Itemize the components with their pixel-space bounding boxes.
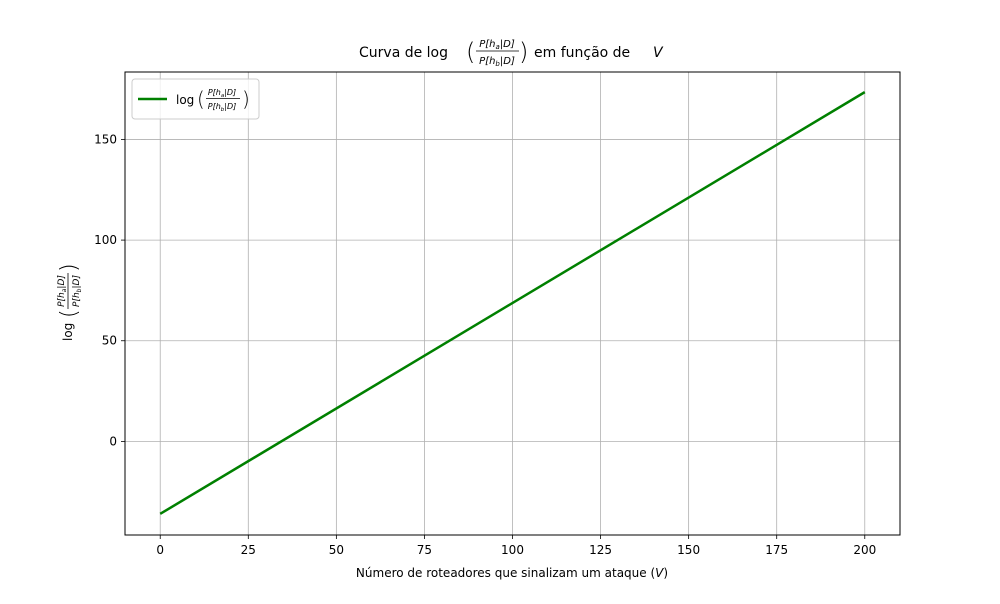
y-label-open-paren: ( xyxy=(57,309,82,318)
y-tick-label: 0 xyxy=(109,434,117,448)
x-tick-label: 50 xyxy=(329,543,344,557)
x-axis-label: Número de roteadores que sinalizam um at… xyxy=(356,566,668,580)
legend-close-paren: ) xyxy=(242,87,250,111)
series-layer xyxy=(159,91,866,515)
y-axis-ticks: 0 50 100 150 xyxy=(94,132,125,448)
y-tick-label: 150 xyxy=(94,132,117,146)
x-tick-label: 75 xyxy=(417,543,432,557)
y-label-frac-num: P[ha|D] xyxy=(57,275,68,307)
title-suffix: em função de xyxy=(534,45,630,61)
y-tick-label: 100 xyxy=(94,233,117,247)
x-tick-label: 100 xyxy=(501,543,524,557)
legend-box xyxy=(131,78,260,120)
x-tick-label: 175 xyxy=(765,543,788,557)
legend-label-prefix: log xyxy=(176,93,194,107)
title-prefix: Curva de log xyxy=(359,45,448,61)
legend-frac-num: P[ha|D] xyxy=(208,88,236,99)
y-label-close-paren: ) xyxy=(57,263,82,272)
y-axis-label: log ( P[ha|D] P[hb|D] ) xyxy=(57,263,83,341)
x-tick-label: 150 xyxy=(677,543,700,557)
y-label-prefix: log xyxy=(61,323,75,341)
x-tick-label: 0 xyxy=(156,543,164,557)
legend-frac-den: P[hb|D] xyxy=(208,102,237,113)
x-tick-label: 200 xyxy=(853,543,876,557)
title-frac-den: P[hb|D] xyxy=(479,56,515,68)
legend-open-paren: ( xyxy=(197,87,205,111)
y-label-frac-den: P[hb|D] xyxy=(72,275,83,307)
x-axis-ticks: 0 25 50 75 100 125 150 175 200 xyxy=(156,535,876,557)
y-tick-label: 50 xyxy=(102,334,117,348)
series-line xyxy=(159,91,866,515)
x-tick-label: 25 xyxy=(241,543,256,557)
title-open-paren: ( xyxy=(466,38,475,66)
title-frac-num: P[ha|D] xyxy=(479,39,515,51)
title-var: V xyxy=(653,45,664,61)
legend: log ( P[ha|D] P[hb|D] ) xyxy=(131,78,260,120)
x-tick-label: 125 xyxy=(589,543,612,557)
title-close-paren: ) xyxy=(519,38,528,66)
chart-title: Curva de log ( P[ha|D] P[hb|D] ) em funç… xyxy=(359,38,664,68)
grid-lines xyxy=(125,72,900,535)
